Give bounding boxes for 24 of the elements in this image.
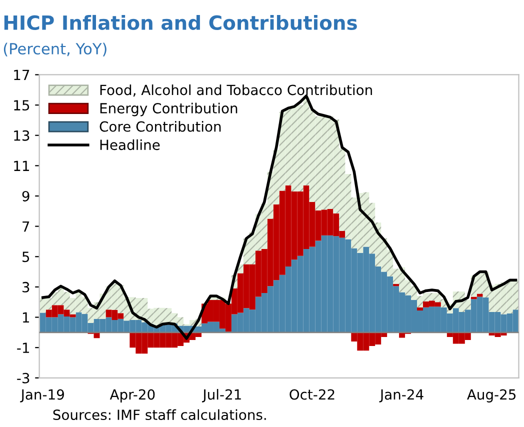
y-tick-label: 13: [14, 130, 30, 141]
legend-label: Energy Contribution: [100, 102, 238, 116]
chart-subtitle: (Percent, YoY): [4, 42, 106, 56]
legend-label: Headline: [100, 139, 160, 150]
chart-title: HICP Inflation and Contributions: [4, 14, 357, 30]
y-tick-label: 5: [22, 252, 30, 262]
y-tick-label: -1: [17, 342, 29, 353]
y-tick-label: 1: [22, 312, 29, 323]
y-tick-label: 17: [14, 70, 30, 80]
y-tick-label: 11: [14, 160, 29, 171]
y-tick-label: 7: [22, 221, 30, 232]
x-tick-label: Aug-25: [467, 389, 516, 402]
y-tick-label: 3: [22, 282, 30, 292]
x-tick-label: Oct-22: [290, 389, 334, 400]
y-tick-label: 9: [22, 190, 30, 202]
y-tick-label: -3: [17, 372, 30, 384]
x-tick-label: Jan-19: [20, 389, 64, 402]
y-tick-label: 15: [14, 100, 30, 111]
x-tick-label: Jul-21: [202, 389, 241, 402]
x-tick-label: Jan-24: [379, 389, 424, 402]
source-note: Sources: IMF staff calculations.: [53, 409, 266, 420]
legend-label: Core Contribution: [100, 121, 221, 132]
x-tick-label: Apr-20: [110, 389, 155, 402]
legend-label: Food, Alcohol and Tobacco Contribution: [100, 84, 372, 97]
